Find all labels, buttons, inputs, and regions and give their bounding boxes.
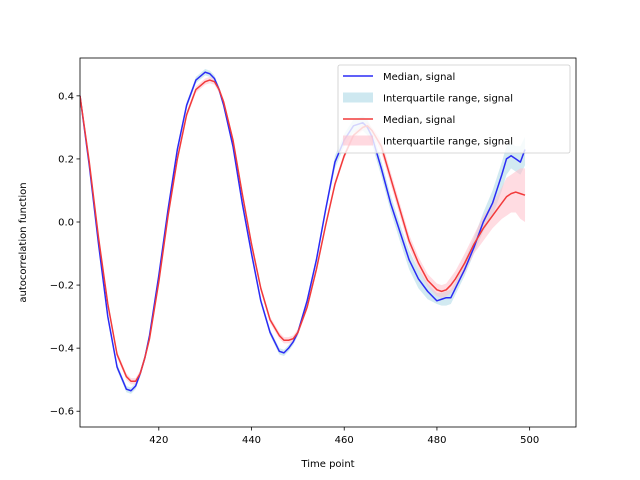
iqr-bands — [80, 69, 526, 394]
y-tick-label: −0.6 — [50, 407, 74, 418]
x-tick-label: 460 — [335, 435, 354, 446]
legend: Median, signal Interquartile range, signa… — [337, 64, 571, 154]
x-axis-ticks: 420 440 460 480 500 — [149, 427, 539, 446]
x-tick-label: 420 — [149, 435, 168, 446]
y-tick-label: 0.2 — [58, 154, 74, 165]
legend-label: Median, signal — [383, 72, 455, 83]
x-axis-label: Time point — [300, 459, 354, 470]
y-tick-label: −0.2 — [50, 281, 74, 292]
legend-band-swatch — [343, 92, 373, 103]
y-tick-label: 0.4 — [58, 91, 74, 102]
x-tick-label: 500 — [520, 435, 539, 446]
y-axis-label: autocorrelation function — [18, 182, 29, 302]
iqr-band-series-2 — [80, 76, 526, 385]
legend-box — [337, 64, 571, 154]
legend-label: Interquartile range, signal — [383, 137, 513, 148]
y-tick-label: 0.0 — [58, 218, 74, 229]
legend-label: Interquartile range, signal — [383, 94, 513, 105]
x-tick-label: 440 — [242, 435, 261, 446]
legend-label: Median, signal — [383, 115, 455, 126]
y-tick-label: −0.4 — [50, 344, 74, 355]
y-axis-ticks: −0.6 −0.4 −0.2 0.0 0.2 0.4 — [50, 91, 80, 418]
median-line-series-2 — [80, 79, 526, 383]
plot-frame — [79, 57, 577, 428]
legend-band-swatch — [343, 135, 373, 146]
x-tick-label: 480 — [427, 435, 446, 446]
median-lines — [80, 71, 526, 392]
